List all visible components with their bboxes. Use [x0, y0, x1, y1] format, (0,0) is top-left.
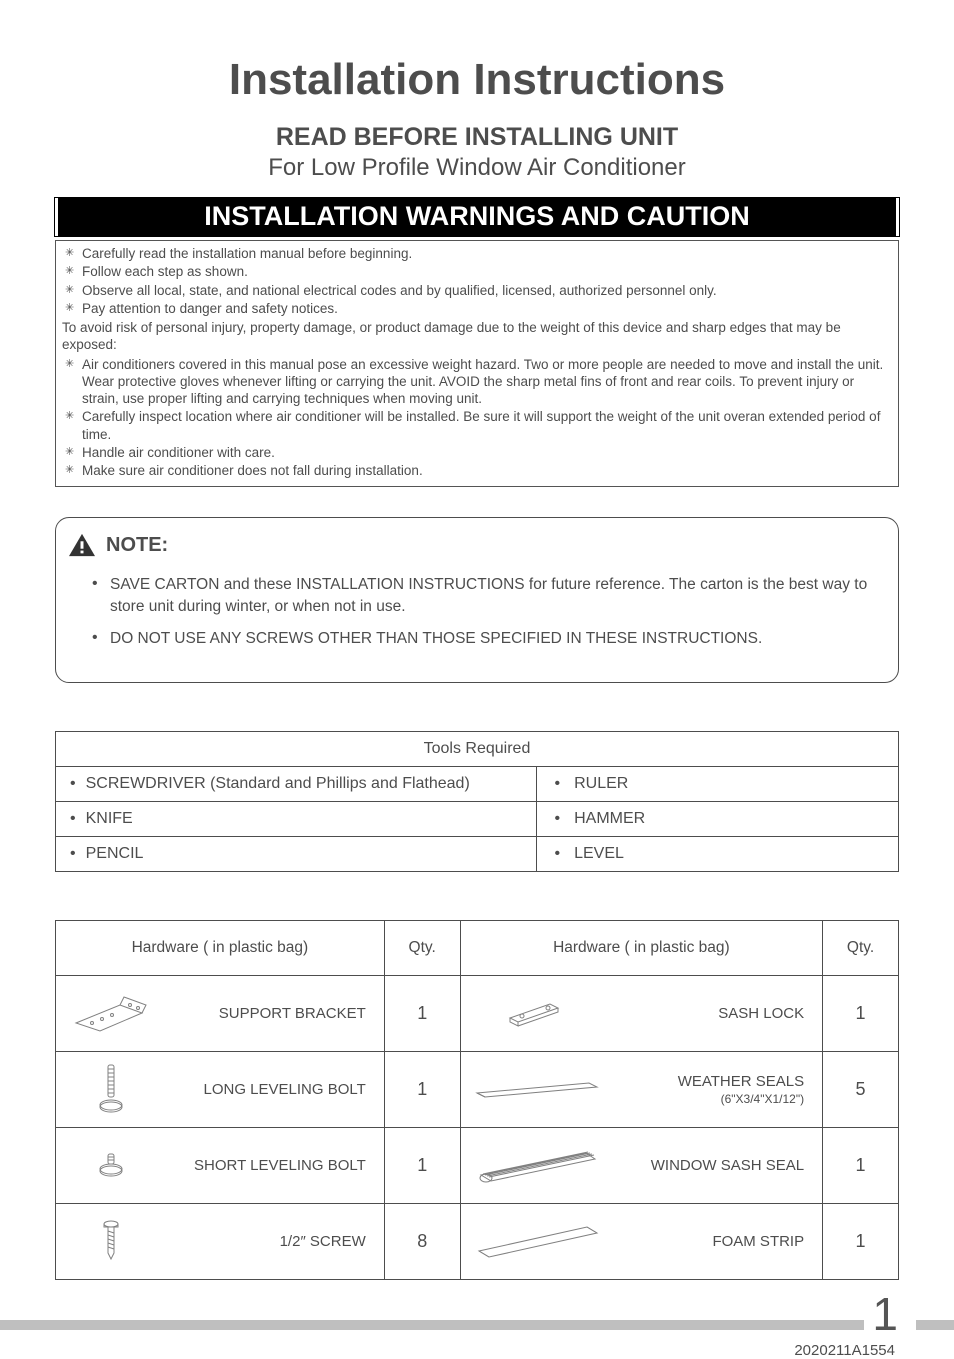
note-item: SAVE CARTON and these INSTALLATION INSTR…: [92, 574, 870, 617]
warning-item: Handle air conditioner with care.: [62, 444, 892, 461]
warning-item: Follow each step as shown.: [62, 263, 892, 280]
hardware-header-right: Hardware ( in plastic bag): [460, 920, 822, 975]
qty-header: Qty.: [823, 920, 899, 975]
tool-item: HAMMER: [551, 810, 646, 827]
tools-header: Tools Required: [56, 731, 899, 766]
warning-item: Carefully inspect location where air con…: [62, 408, 892, 443]
table-row: SUPPORT BRACKET 1: [56, 975, 899, 1051]
table-row: SCREWDRIVER (Standard and Phillips and F…: [56, 766, 899, 801]
subtitle-bold: READ BEFORE INSTALLING UNIT: [55, 123, 899, 152]
footer-rule-left: [0, 1320, 864, 1330]
hardware-name: WEATHER SEALS (6"X3/4"X1/12"): [611, 1073, 822, 1106]
hardware-qty: 1: [823, 1203, 899, 1279]
tool-item: PENCIL: [70, 845, 143, 862]
footer-bar: 1: [0, 1319, 954, 1331]
hardware-name: WINDOW SASH SEAL: [611, 1157, 822, 1174]
hardware-dimensions: (6"X3/4"X1/12"): [611, 1092, 804, 1106]
hardware-name: LONG LEVELING BOLT: [166, 1081, 384, 1098]
subtitle-product: For Low Profile Window Air Conditioner: [55, 154, 899, 182]
tool-item: RULER: [551, 775, 629, 792]
table-row: KNIFE HAMMER: [56, 801, 899, 836]
foam-strip-icon: [461, 1221, 611, 1261]
note-list: SAVE CARTON and these INSTALLATION INSTR…: [84, 574, 870, 649]
hardware-qty: 1: [823, 1127, 899, 1203]
table-row: SHORT LEVELING BOLT 1: [56, 1127, 899, 1203]
warning-item: Observe all local, state, and national e…: [62, 282, 892, 299]
hardware-qty: 1: [384, 1051, 460, 1127]
warning-triangle-icon: [66, 532, 98, 558]
qty-header: Qty.: [384, 920, 460, 975]
table-row: 1/2″ SCREW 8 FOAM STRIP: [56, 1203, 899, 1279]
tool-item: LEVEL: [551, 845, 624, 862]
warning-item: Air conditioners covered in this manual …: [62, 356, 892, 408]
hardware-name-text: WEATHER SEALS: [678, 1073, 804, 1090]
window-sash-seal-icon: [461, 1145, 611, 1185]
tools-table: Tools Required SCREWDRIVER (Standard and…: [55, 731, 899, 872]
hardware-name: SHORT LEVELING BOLT: [166, 1157, 384, 1174]
hardware-qty: 5: [823, 1051, 899, 1127]
warning-item: Make sure air conditioner does not fall …: [62, 462, 892, 479]
warning-list-top: Carefully read the installation manual b…: [62, 245, 892, 317]
table-row: PENCIL LEVEL: [56, 836, 899, 871]
hardware-table: Hardware ( in plastic bag) Qty. Hardware…: [55, 920, 899, 1280]
support-bracket-icon: [56, 993, 166, 1033]
weather-seals-icon: [461, 1077, 611, 1101]
hardware-header-left: Hardware ( in plastic bag): [56, 920, 385, 975]
sash-lock-icon: [461, 998, 611, 1028]
table-header-row: Hardware ( in plastic bag) Qty. Hardware…: [56, 920, 899, 975]
screw-icon: [56, 1219, 166, 1263]
table-row: LONG LEVELING BOLT 1 WEATHE: [56, 1051, 899, 1127]
tool-item: KNIFE: [70, 810, 133, 827]
warning-item: Pay attention to danger and safety notic…: [62, 300, 892, 317]
hardware-name: 1/2″ SCREW: [166, 1233, 384, 1250]
warning-intro-text: To avoid risk of personal injury, proper…: [62, 319, 892, 354]
warning-list-bottom: Air conditioners covered in this manual …: [62, 356, 892, 480]
footer-rule-right: [916, 1320, 954, 1330]
document-number: 2020211A1554: [55, 1342, 899, 1359]
hardware-name: SASH LOCK: [611, 1005, 822, 1022]
long-leveling-bolt-icon: [56, 1063, 166, 1115]
main-title: Installation Instructions: [55, 55, 899, 105]
hardware-name: SUPPORT BRACKET: [166, 1005, 384, 1022]
tool-item: SCREWDRIVER (Standard and Phillips and F…: [70, 775, 470, 792]
note-box: NOTE: SAVE CARTON and these INSTALLATION…: [55, 517, 899, 682]
page-number: 1: [864, 1305, 916, 1323]
hardware-qty: 1: [384, 975, 460, 1051]
short-leveling-bolt-icon: [56, 1152, 166, 1178]
hardware-qty: 1: [384, 1127, 460, 1203]
warning-box: Carefully read the installation manual b…: [55, 240, 899, 487]
hardware-qty: 8: [384, 1203, 460, 1279]
warning-item: Carefully read the installation manual b…: [62, 245, 892, 262]
note-title: NOTE:: [106, 534, 168, 557]
warning-header-bar: INSTALLATION WARNINGS AND CAUTION: [55, 198, 899, 236]
note-item: DO NOT USE ANY SCREWS OTHER THAN THOSE S…: [92, 628, 870, 650]
note-header: NOTE:: [66, 532, 870, 558]
hardware-qty: 1: [823, 975, 899, 1051]
hardware-name: FOAM STRIP: [611, 1233, 822, 1250]
